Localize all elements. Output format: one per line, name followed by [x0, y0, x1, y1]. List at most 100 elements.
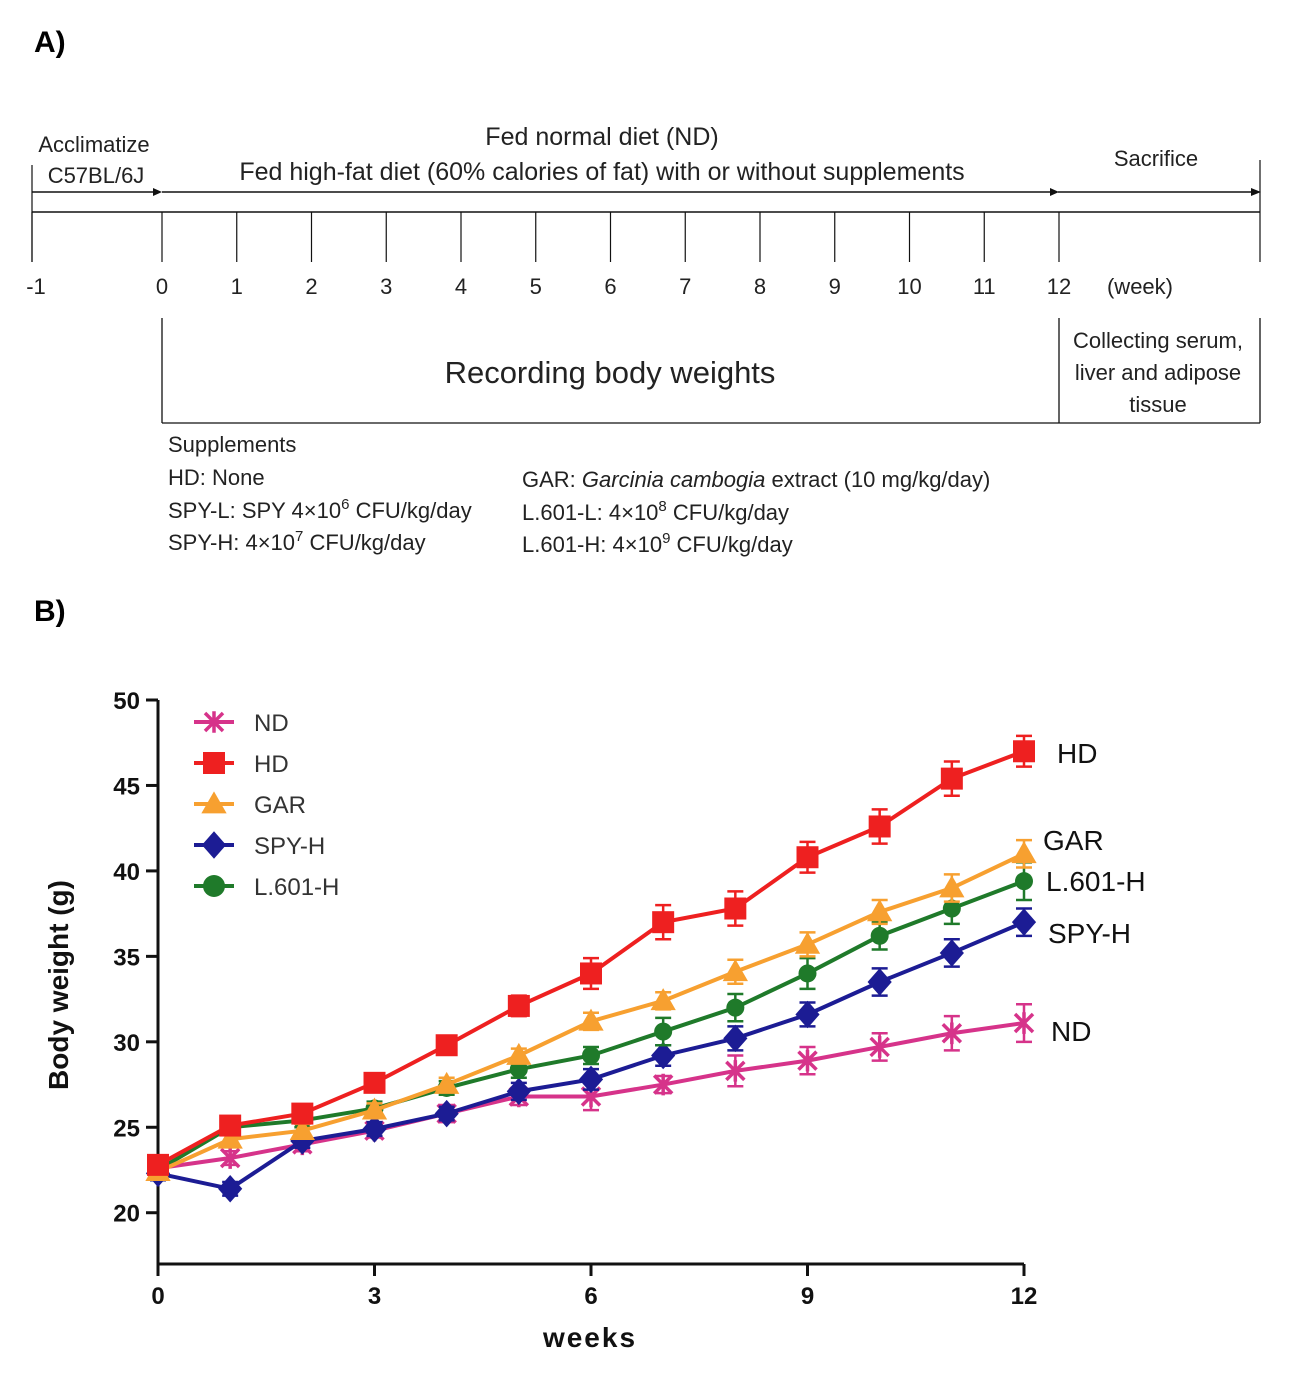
- data-point-gar: [361, 1097, 388, 1120]
- acclimatize-arrow-head: [153, 188, 162, 196]
- recording-label: Recording body weights: [445, 355, 776, 390]
- data-point-l-601-h: [582, 1046, 600, 1065]
- data-point-nd: [725, 1060, 746, 1082]
- y-axis-title: Body weight (g): [43, 880, 74, 1090]
- end-label-l-601-h: L.601-H: [1046, 866, 1146, 897]
- data-point-nd: [652, 1073, 674, 1096]
- y-tick-label: 50: [113, 688, 140, 715]
- data-point-spy-h: [578, 1065, 604, 1094]
- supplement-hd: HD: None: [168, 465, 265, 490]
- data-point-spy-h: [723, 1024, 748, 1053]
- x-tick-label: 6: [584, 1283, 597, 1310]
- data-point-gar: [650, 988, 676, 1011]
- data-point-spy-h: [1011, 908, 1037, 936]
- data-point-gar: [289, 1118, 315, 1141]
- legend: ND HD GAR SPY-H L.601-H: [194, 710, 339, 901]
- timeline-tick-label: 4: [455, 274, 467, 299]
- data-point-spy-h: [651, 1041, 676, 1070]
- legend-marker-gar: [201, 791, 227, 814]
- data-point-hd: [1013, 740, 1035, 763]
- legend-marker-spy-h: [201, 831, 227, 859]
- data-point-hd: [147, 1153, 169, 1176]
- data-point-hd: [652, 911, 675, 934]
- x-tick-label: 3: [368, 1283, 381, 1310]
- data-point-gar: [434, 1071, 460, 1094]
- data-point-l-601-h: [654, 1022, 673, 1041]
- timeline-diagram: Acclimatize C57BL/6J Fed normal diet (ND…: [26, 123, 1261, 424]
- legend-label: HD: [254, 751, 289, 778]
- data-point-gar: [578, 1008, 604, 1031]
- end-label-nd: ND: [1051, 1016, 1091, 1047]
- timeline-tick-label: 6: [604, 274, 616, 299]
- timeline-tick-label: 5: [530, 274, 542, 299]
- data-point-spy-h: [867, 968, 892, 996]
- sacrifice-label: Sacrifice: [1114, 146, 1198, 171]
- sacrifice-arrow-head: [1251, 188, 1261, 196]
- data-point-gar: [506, 1042, 532, 1065]
- legend-label: L.601-H: [254, 874, 339, 901]
- data-point-gar: [939, 875, 965, 898]
- data-point-hd: [796, 846, 819, 869]
- legend-label: GAR: [254, 792, 306, 819]
- series-hd: [147, 734, 1035, 1176]
- legend-marker-l-601-h: [203, 875, 225, 897]
- legend-item-nd: ND: [194, 710, 289, 737]
- body-weight-chart: 20 25 30 35 40 45 50 0 3 6 9 12 ND HD GAR SPY-H L.601-H…: [43, 688, 1146, 1353]
- legend-marker-nd: [203, 711, 225, 733]
- timeline-tick-label: 10: [897, 274, 921, 299]
- acclimatize-label: Acclimatize: [38, 132, 149, 157]
- collecting-label-2: liver and adipose: [1075, 360, 1241, 385]
- x-tick-label: 12: [1011, 1283, 1038, 1310]
- data-point-gar: [217, 1126, 243, 1149]
- data-point-spy-h: [218, 1175, 243, 1203]
- data-point-spy-h: [506, 1077, 531, 1106]
- timeline-tick-label: 1: [231, 274, 243, 299]
- data-point-hd: [580, 962, 602, 985]
- x-tick-label: 0: [151, 1283, 164, 1310]
- data-point-l-601-h: [798, 964, 817, 983]
- supplement-gar: GAR: Garcinia cambogia extract (10 mg/kg…: [522, 467, 990, 492]
- data-point-l-601-h: [942, 899, 961, 918]
- timeline-tick-label: 3: [380, 274, 392, 299]
- data-point-nd: [219, 1147, 241, 1169]
- data-point-gar: [867, 899, 893, 922]
- supplement-spy-h: SPY-H: 4×107 CFU/kg/day: [168, 528, 426, 555]
- supplements-block: Supplements HD: None SPY-L: SPY 4×106 CF…: [168, 432, 990, 557]
- fed-normal-label: Fed normal diet (ND): [485, 123, 718, 151]
- y-tick-label: 35: [113, 944, 140, 971]
- y-tick-label: 40: [113, 859, 140, 886]
- series-gar: [145, 838, 1037, 1182]
- data-point-hd: [291, 1102, 314, 1125]
- data-point-hd: [435, 1034, 458, 1057]
- legend-marker-hd: [203, 752, 225, 774]
- panel-a-label: A): [34, 26, 66, 59]
- end-label-spy-h: SPY-H: [1048, 918, 1131, 949]
- data-point-hd: [868, 815, 891, 838]
- y-tick-label: 20: [113, 1201, 140, 1228]
- data-point-spy-h: [795, 1000, 820, 1029]
- panel-b-label: B): [34, 595, 66, 628]
- x-tick-label: 9: [801, 1283, 814, 1310]
- data-point-l-601-h: [870, 926, 889, 945]
- y-tick-label: 30: [113, 1030, 140, 1057]
- data-point-l-601-h: [1015, 872, 1033, 891]
- strain-label: C57BL/6J: [48, 163, 145, 188]
- legend-item-hd: HD: [194, 751, 289, 778]
- legend-label: SPY-H: [254, 833, 325, 860]
- supplements-title: Supplements: [168, 432, 296, 457]
- collecting-label-3: tissue: [1129, 392, 1186, 417]
- data-point-gar: [1011, 841, 1037, 864]
- data-point-hd: [940, 767, 963, 790]
- timeline-tick-label: 7: [679, 274, 691, 299]
- end-label-gar: GAR: [1043, 825, 1104, 856]
- data-point-hd: [507, 994, 530, 1017]
- supplement-l601-l: L.601-L: 4×108 CFU/kg/day: [522, 498, 789, 525]
- data-point-gar: [794, 931, 821, 954]
- y-tick-label: 25: [113, 1115, 140, 1142]
- legend-item-spy-h: SPY-H: [194, 831, 325, 860]
- timeline-tick-label: 9: [829, 274, 841, 299]
- x-axis-title: weeks: [542, 1322, 637, 1353]
- data-point-hd: [219, 1114, 242, 1137]
- timeline-tick-label: 2: [305, 274, 317, 299]
